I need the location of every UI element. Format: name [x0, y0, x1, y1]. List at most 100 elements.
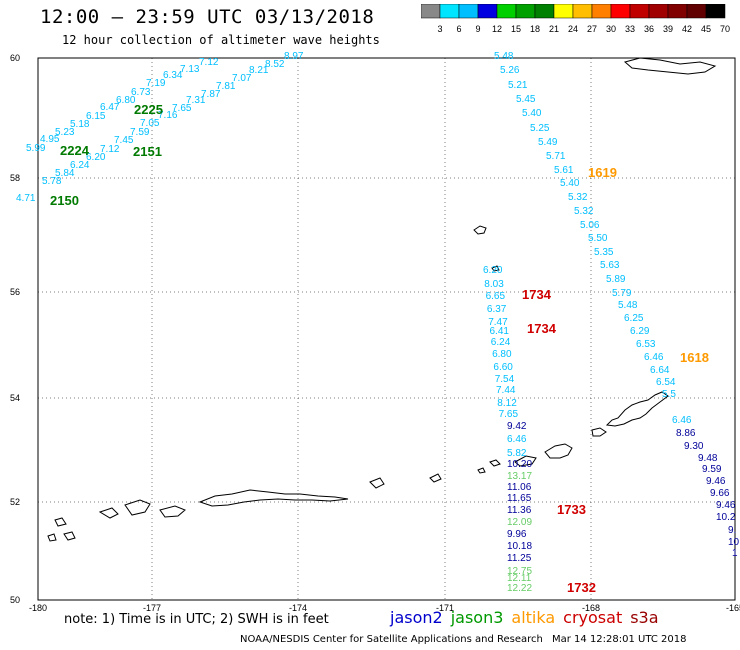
colorbar-tick-label: 9	[475, 24, 480, 34]
swh-value-right: 5.40	[522, 108, 542, 119]
swh-value-middle: 9.96	[507, 529, 527, 540]
legend-jason3: jason3	[450, 608, 504, 627]
swh-value-right: 9.66	[710, 488, 730, 499]
swh-value-middle: 12.75	[507, 566, 532, 577]
colorbar-tick-label: 42	[682, 24, 692, 34]
swh-value-upper-a: 7.45	[114, 135, 134, 146]
map-frame	[37, 57, 736, 601]
swh-value-upper-a: 5.78	[42, 176, 62, 187]
pribilof-st-george	[491, 265, 500, 272]
swh-value-right: 6.46	[672, 415, 692, 426]
swh-value-right: 10.2	[716, 512, 736, 523]
swh-value-upper-a: 6.24	[70, 160, 90, 171]
swh-value-middle: 9.42	[507, 421, 527, 432]
swh-value-upper-a: 7.07	[232, 73, 252, 84]
swh-value-middle: 6.37	[487, 304, 507, 315]
satellite-legend: jason2 jason3 altika cryosat s3a	[390, 608, 667, 627]
swh-value-right: 5.40	[560, 178, 580, 189]
swh-value-middle: 7.44	[496, 385, 516, 396]
swh-value-middle: 6.46	[507, 434, 527, 445]
swh-value-upper-a: 7.87	[201, 89, 221, 100]
pass-time-t1619: 1619	[588, 165, 617, 180]
colorbar-tick-label: 33	[625, 24, 635, 34]
swh-value-upper-a: 8.97	[284, 51, 304, 62]
swh-value-right: 9.48	[698, 453, 718, 464]
swh-value-middle: 6.80	[492, 349, 512, 360]
colorbar-tick-label: 27	[587, 24, 597, 34]
map-title: 12:00 – 23:59 UTC 03/13/2018	[40, 6, 375, 28]
swh-value-upper-b: 6.80	[116, 95, 136, 106]
swh-value-upper-a: 7.16	[158, 110, 178, 121]
pass-time-t1732: 1732	[567, 580, 596, 595]
colorbar-tick-label: 45	[701, 24, 711, 34]
colorbar-tick-label: 30	[606, 24, 616, 34]
atka-amlia-coast	[369, 473, 442, 489]
lon-tick-label: -171	[436, 603, 454, 613]
map-subtitle: 12 hour collection of altimeter wave hei…	[62, 33, 380, 47]
swh-value-middle: 10.20	[507, 459, 532, 470]
colorbar-tick-label: 39	[663, 24, 673, 34]
legend-cryosat: cryosat	[563, 608, 623, 627]
swh-value-middle: 6.20	[483, 265, 503, 276]
umnak-coast	[514, 455, 537, 467]
swh-value-right: 5.79	[612, 288, 632, 299]
swh-value-right: 6.25	[624, 313, 644, 324]
swh-value-upper-a: 7.05	[140, 118, 160, 129]
swh-value-upper-a: 8.52	[265, 59, 285, 70]
pass-time-t1733: 1733	[557, 502, 586, 517]
swh-value-right: 1	[732, 548, 738, 559]
swh-value-upper-b: 7.12	[199, 57, 219, 68]
legend-jason2: jason2	[390, 608, 443, 627]
graticule	[38, 58, 735, 600]
swh-value-middle: 11.06	[507, 482, 532, 493]
swh-value-right: 5.25	[530, 123, 550, 134]
map-border	[37, 57, 736, 601]
lat-tick-label: 50	[10, 595, 20, 605]
swh-value-right: 9.46	[706, 476, 726, 487]
swh-value-right: 5.21	[508, 80, 528, 91]
credit-line: NOAA/NESDIS Center for Satellite Applica…	[240, 634, 543, 645]
swh-value-right: 10.	[728, 537, 740, 548]
lon-tick-label: -165	[726, 603, 740, 613]
colorbar-tick-label: 12	[492, 24, 502, 34]
nunivak-coast	[623, 57, 717, 75]
pass-time-t2225: 2225	[134, 102, 163, 117]
pass-time-labels: 2225 2224 2151 2150 1619 1618 1734 1734 1733 1732	[50, 102, 709, 595]
swh-value-right: 5.61	[554, 165, 574, 176]
lat-tick-label: 52	[10, 497, 20, 507]
lat-tick-label: 56	[10, 287, 20, 297]
unimak-coast	[591, 427, 607, 437]
swh-value-middle: 6.60	[493, 362, 513, 373]
pass-time-t2151: 2151	[133, 144, 162, 159]
swh-value-middle: 10.18	[507, 541, 532, 552]
swh-value-upper-a: 6.20	[86, 152, 106, 163]
colorbar-tick-label: 3	[437, 24, 442, 34]
swh-value-right: 5.49	[538, 137, 558, 148]
swh-value-middle: 11.36	[507, 505, 532, 516]
swh-value-right: 5.48	[618, 300, 638, 311]
colorbar-tick-label: 21	[549, 24, 559, 34]
near-islands-coast	[47, 517, 76, 542]
swh-value-right: 5.32	[568, 192, 588, 203]
alaska-peninsula-coast	[605, 391, 669, 427]
swh-value-upper-b: 6.34	[163, 70, 183, 81]
swh-value-right: 5.89	[606, 274, 626, 285]
pass-time-t2150: 2150	[50, 193, 79, 208]
lon-tick-label: -177	[143, 603, 161, 613]
swh-value-right: 5.35	[594, 247, 614, 258]
lon-tick-label: -168	[582, 603, 600, 613]
coastline	[47, 57, 717, 542]
andreanof-coast	[198, 489, 349, 507]
swh-value-middle: 8.03	[484, 279, 504, 290]
lon-tick-label: -174	[289, 603, 307, 613]
colorbar-tick-label: 70	[720, 24, 730, 34]
swh-value-upper-a: 7.59	[130, 127, 150, 138]
swh-value-middle: 12.22	[507, 583, 532, 594]
swh-value-right: 6.53	[636, 339, 656, 350]
swh-value-middle: 11.65	[507, 493, 532, 504]
islands-of-four-mountains	[477, 459, 501, 474]
swh-value-right: 6.64	[650, 365, 670, 376]
swh-value-right: 9.59	[702, 464, 722, 475]
